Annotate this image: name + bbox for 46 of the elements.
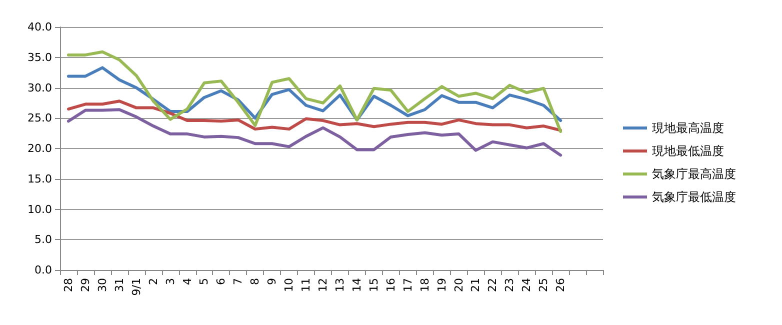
x-tick-label: 30 xyxy=(96,278,109,292)
x-tick-label: 6 xyxy=(214,278,228,285)
x-tick-label: 17 xyxy=(401,278,414,292)
x-tick-label: 5 xyxy=(198,278,211,285)
y-tick-label: 0.0 xyxy=(34,264,52,276)
line-series xyxy=(66,100,562,132)
y-tick-label: 20.0 xyxy=(28,142,52,155)
x-tick-label: 15 xyxy=(367,278,380,292)
x-tick-label: 7 xyxy=(232,278,245,285)
y-tick-label: 30.0 xyxy=(28,81,52,94)
x-tick-label: 14 xyxy=(350,278,364,292)
line-series xyxy=(66,50,562,133)
x-tick-label: 10 xyxy=(282,278,296,292)
x-tick-label: 20 xyxy=(452,278,466,292)
x-tick-label: 4 xyxy=(180,278,194,285)
y-tick-label: 5.0 xyxy=(34,233,52,246)
x-tick-label: 29 xyxy=(78,278,92,292)
x-tick-label: 2 xyxy=(146,278,160,285)
legend-label: 気象庁最低温度 xyxy=(652,190,736,204)
legend-label: 気象庁最高温度 xyxy=(652,167,736,181)
x-tick-label: 11 xyxy=(300,278,313,292)
x-tick-label: 22 xyxy=(486,278,500,292)
line-series xyxy=(66,108,562,157)
x-tick-label: 21 xyxy=(469,278,482,292)
x-tick-label: 24 xyxy=(520,278,534,292)
x-tick-label: 18 xyxy=(418,278,432,292)
y-tick-label: 10.0 xyxy=(28,202,52,216)
x-tick-label: 28 xyxy=(62,278,75,292)
x-tick-label: 23 xyxy=(503,278,516,292)
x-tick-label: 19 xyxy=(435,278,448,292)
legend-label: 現地最高温度 xyxy=(652,121,724,135)
y-tick-label: 40.0 xyxy=(28,20,52,34)
x-tick-label: 25 xyxy=(537,278,550,292)
x-tick-label: 8 xyxy=(248,278,262,285)
y-tick-label: 35.0 xyxy=(28,50,52,64)
y-tick-label: 15.0 xyxy=(28,172,52,186)
x-tick-label: 9/1 xyxy=(130,278,143,296)
x-tick-label: 3 xyxy=(164,278,177,285)
x-tick-label: 31 xyxy=(112,278,126,292)
x-tick-label: 26 xyxy=(554,278,568,292)
x-tick-label: 12 xyxy=(316,278,330,292)
x-tick-label: 9 xyxy=(266,278,279,285)
y-tick-label: 25.0 xyxy=(28,112,52,125)
legend-label: 現地最低温度 xyxy=(652,144,724,158)
x-tick-label: 16 xyxy=(384,278,398,292)
x-tick-label: 13 xyxy=(333,278,346,292)
